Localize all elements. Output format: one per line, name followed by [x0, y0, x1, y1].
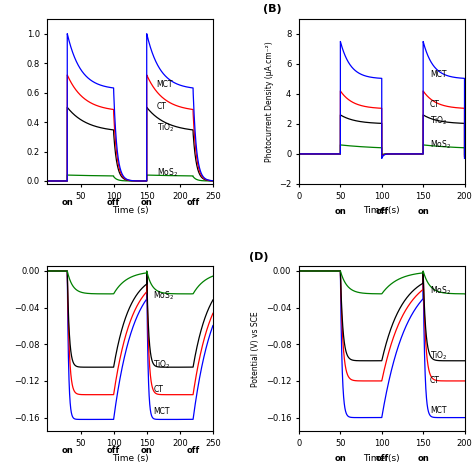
Text: on: on [417, 207, 429, 216]
Text: off: off [375, 207, 388, 216]
Text: CT: CT [153, 385, 163, 394]
Text: off: off [375, 454, 388, 463]
Text: off: off [107, 198, 120, 207]
Text: CT: CT [430, 100, 439, 109]
Text: TiO$_2$: TiO$_2$ [156, 122, 174, 135]
Y-axis label: Potential (V) vs SCE: Potential (V) vs SCE [251, 311, 260, 387]
Text: MCT: MCT [430, 71, 446, 80]
Text: off: off [186, 198, 200, 207]
Text: TiO$_2$: TiO$_2$ [430, 114, 447, 127]
Text: on: on [141, 446, 153, 455]
Text: on: on [62, 198, 73, 207]
Text: MoS$_2$: MoS$_2$ [156, 166, 178, 179]
Text: MoS$_2$: MoS$_2$ [153, 290, 174, 302]
X-axis label: Time (s): Time (s) [364, 454, 400, 463]
Text: MCT: MCT [156, 80, 173, 89]
X-axis label: Time (s): Time (s) [112, 454, 148, 463]
Text: TiO$_2$: TiO$_2$ [153, 358, 171, 371]
Text: MoS$_2$: MoS$_2$ [430, 139, 451, 151]
X-axis label: Time (s): Time (s) [364, 206, 400, 215]
Text: TiO$_2$: TiO$_2$ [430, 349, 447, 362]
Text: on: on [335, 207, 346, 216]
Text: MoS$_2$: MoS$_2$ [430, 285, 451, 297]
Text: (D): (D) [249, 252, 269, 262]
Text: off: off [107, 446, 120, 455]
Text: MCT: MCT [153, 407, 170, 416]
Text: on: on [62, 446, 73, 455]
Text: on: on [141, 198, 153, 207]
X-axis label: Time (s): Time (s) [112, 206, 148, 215]
Text: on: on [335, 454, 346, 463]
Y-axis label: Photocurrent Density (μA.cm⁻²): Photocurrent Density (μA.cm⁻²) [264, 41, 273, 162]
Text: CT: CT [430, 376, 439, 385]
Text: on: on [417, 454, 429, 463]
Text: CT: CT [156, 102, 166, 111]
Text: MCT: MCT [430, 406, 446, 415]
Text: (B): (B) [263, 4, 281, 14]
Text: off: off [186, 446, 200, 455]
